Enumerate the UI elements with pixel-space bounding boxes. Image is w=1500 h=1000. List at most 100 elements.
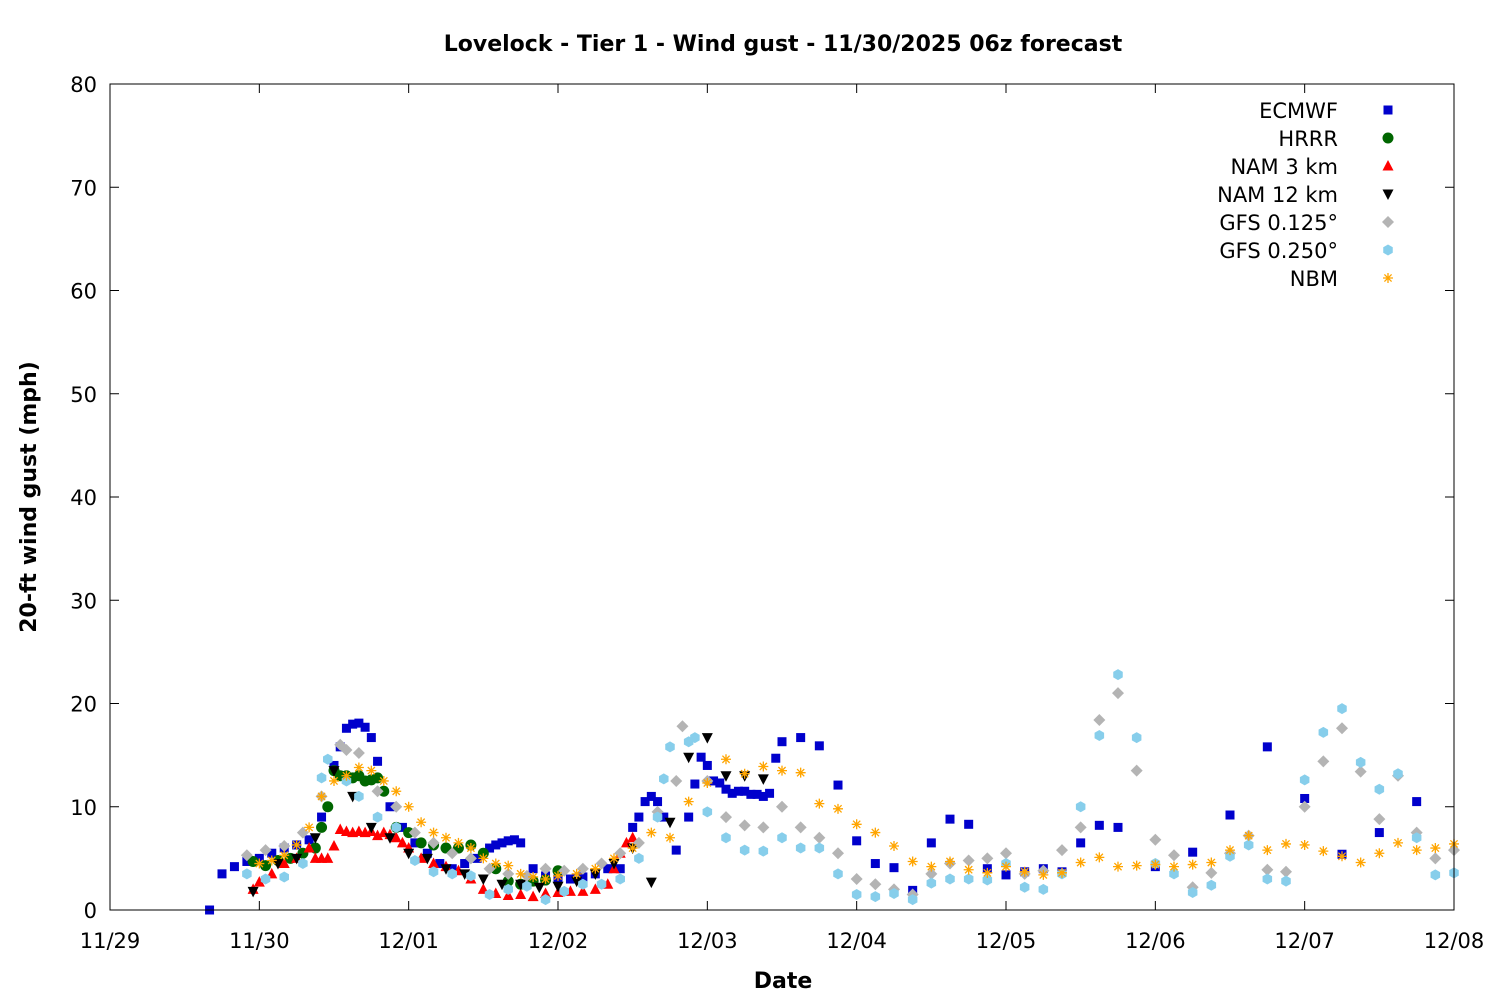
axes: 0 10 20 30 40 50 60 70 80 11/29 11/30 12/01 12/02 12/… (70, 73, 1484, 953)
data-point-nbm (1393, 837, 1403, 848)
data-point-ecmwf (945, 814, 955, 824)
data-point-gfs-0-250 (391, 821, 401, 833)
data-point-nbm (366, 765, 377, 776)
data-point-gfs-0-250 (354, 790, 364, 802)
data-point-nbm (503, 860, 514, 871)
data-point-nbm (540, 874, 551, 885)
data-point-gfs-0-125 (832, 847, 844, 860)
legend-label-nam-12-km: NAM 12 km (1217, 183, 1338, 207)
data-point-nbm (777, 765, 787, 776)
data-point-gfs-0-250 (596, 878, 607, 890)
data-point-nam-12-km (533, 882, 545, 894)
data-point-gfs-0-125 (446, 847, 459, 860)
data-point-gfs-0-250 (889, 887, 899, 899)
data-point-gfs-0-125 (1093, 714, 1106, 727)
data-point-gfs-0-250 (665, 741, 675, 753)
data-point-ecmwf (242, 856, 252, 866)
data-point-nbm (1355, 857, 1366, 868)
data-point-ecmwf (422, 848, 432, 858)
data-point-nbm (814, 798, 825, 809)
data-point-gfs-0-125 (850, 873, 863, 886)
data-point-gfs-0-125 (1149, 833, 1162, 846)
data-point-nbm (1299, 839, 1310, 850)
y-tick-label: 70 (70, 176, 97, 200)
chart-title: Lovelock - Tier 1 - Wind gust - 11/30/20… (444, 32, 1123, 57)
data-point-ecmwf (410, 838, 420, 848)
data-point-gfs-0-125 (1000, 847, 1012, 860)
data-point-ecmwf (740, 786, 750, 796)
data-point-gfs-0-250 (466, 870, 476, 882)
data-point-nbm (1430, 843, 1441, 854)
data-point-gfs-0-125 (502, 867, 515, 880)
x-tick-label: 12/04 (826, 929, 887, 953)
data-point-gfs-0-250 (1281, 875, 1291, 887)
data-point-nam-3-km (428, 857, 440, 869)
x-tick-label: 12/03 (677, 929, 738, 953)
data-point-ecmwf (229, 862, 239, 872)
data-point-ecmwf (777, 737, 787, 747)
data-point-nbm (1262, 845, 1273, 856)
data-point-ecmwf (833, 780, 843, 790)
data-point-gfs-0-125 (278, 839, 291, 852)
data-point-gfs-0-250 (316, 772, 327, 784)
data-point-gfs-0-125 (813, 831, 826, 844)
data-point-hrrr (502, 875, 514, 887)
data-point-nam-3-km (253, 876, 265, 887)
data-point-nbm (795, 767, 806, 778)
data-point-nam-12-km (440, 864, 452, 875)
data-point-nam-12-km (664, 817, 676, 829)
data-point-nam-12-km (720, 771, 732, 782)
data-point-gfs-0-250 (522, 880, 532, 892)
y-tick-label: 50 (70, 383, 97, 407)
data-point-nbm (291, 839, 302, 850)
x-tick-label: 11/30 (229, 929, 290, 953)
data-point-nam-12-km (496, 879, 508, 891)
data-point-nbm (1206, 857, 1217, 868)
data-point-nam-12-km (757, 774, 769, 785)
data-point-ecmwf (814, 741, 824, 751)
data-point-gfs-0-250 (1393, 768, 1403, 780)
data-point-nbm (378, 775, 389, 786)
data-point-nam-3-km (278, 857, 290, 869)
data-point-nbm (609, 853, 619, 864)
data-point-ecmwf (528, 864, 538, 874)
data-point-ecmwf (733, 786, 743, 796)
data-point-nam-12-km (328, 766, 340, 777)
data-point-ecmwf (1094, 820, 1104, 830)
data-point-ecmwf (385, 802, 395, 812)
y-axis-label: 20-ft wind gust (mph) (17, 361, 42, 633)
data-point-nbm (1337, 851, 1347, 862)
data-point-gfs-0-250 (945, 873, 955, 885)
data-point-gfs-0-125 (539, 862, 552, 875)
data-point-ecmwf (709, 776, 719, 786)
data-point-ecmwf (646, 791, 656, 801)
legend-label-nbm: NBM (1290, 267, 1338, 291)
data-point-ecmwf (870, 859, 880, 869)
data-point-nbm (528, 871, 539, 882)
data-point-nbm (441, 832, 451, 843)
data-point-ecmwf (348, 719, 358, 729)
data-point-gfs-0-125 (1298, 800, 1311, 813)
data-point-gfs-0-250 (615, 873, 625, 885)
x-axis-label: Date (754, 969, 813, 994)
data-point-nbm (254, 858, 265, 869)
data-point-gfs-0-250 (739, 844, 750, 856)
data-point-nbm (1225, 845, 1235, 856)
data-point-nam-12-km (477, 874, 489, 886)
data-point-nam-12-km (365, 822, 377, 834)
data-point-ecmwf (491, 840, 501, 850)
data-point-ecmwf (354, 718, 364, 728)
data-point-nbm (1374, 848, 1385, 859)
data-point-gfs-0-250 (1113, 669, 1123, 681)
x-tick-label: 12/02 (528, 929, 589, 953)
data-point-gfs-0-250 (372, 811, 383, 823)
data-point-nbm (683, 796, 694, 807)
data-point-nbm (515, 868, 526, 879)
data-point-gfs-0-125 (1429, 852, 1442, 865)
data-point-nbm (1150, 859, 1161, 870)
y-tick-label: 20 (70, 693, 97, 717)
data-point-gfs-0-250 (634, 852, 644, 864)
data-point-gfs-0-250 (814, 842, 825, 854)
